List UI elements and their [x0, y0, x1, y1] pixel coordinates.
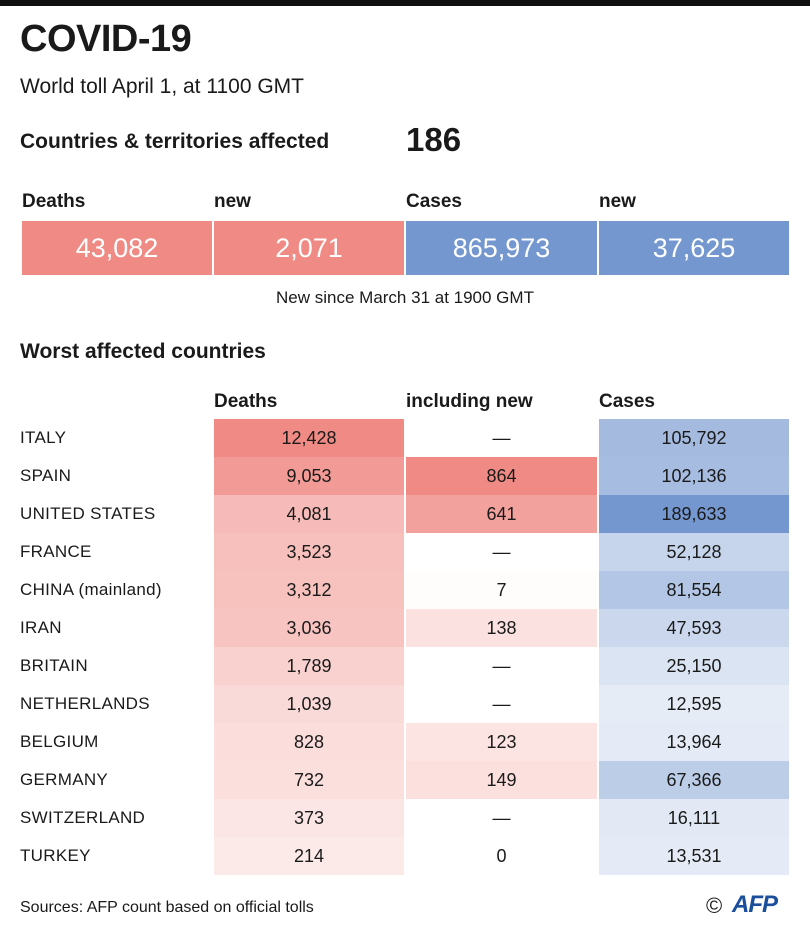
cases-cell: 25,150: [599, 647, 789, 685]
country-label: TURKEY: [20, 846, 91, 865]
country-label: ITALY: [20, 428, 67, 447]
deaths-cell: 828: [214, 723, 404, 761]
deaths-cell: 3,312: [214, 571, 404, 609]
country-label: UNITED STATES: [20, 504, 156, 523]
country-label: NETHERLANDS: [20, 694, 150, 713]
country-label: BRITAIN: [20, 656, 88, 675]
new-deaths-cell: —: [406, 647, 597, 685]
cases-cell: 16,111: [599, 799, 789, 837]
countries-affected-label: Countries & territories affected: [20, 130, 330, 153]
cases-cell: 189,633: [599, 495, 789, 533]
kpi-new-deaths-value: 2,071: [214, 221, 404, 275]
new-deaths-cell: —: [406, 533, 597, 571]
cases-cell: 12,595: [599, 685, 789, 723]
deaths-cell: 9,053: [214, 457, 404, 495]
column-header-cases: Cases: [599, 391, 655, 412]
cases-cell: 105,792: [599, 419, 789, 457]
kpi-note: New since March 31 at 1900 GMT: [276, 288, 534, 307]
kpi-deaths-value: 43,082: [22, 221, 212, 275]
country-label: BELGIUM: [20, 732, 99, 751]
new-deaths-cell: 0: [406, 837, 597, 875]
kpi-new-cases-value: 37,625: [599, 221, 789, 275]
kpi-cases-value: 865,973: [406, 221, 597, 275]
deaths-cell: 12,428: [214, 419, 404, 457]
afp-logo: AFP: [732, 891, 778, 918]
deaths-cell: 3,036: [214, 609, 404, 647]
country-label: FRANCE: [20, 542, 92, 561]
countries-affected-value: 186: [406, 121, 462, 158]
new-deaths-cell: 123: [406, 723, 597, 761]
source-note: Sources: AFP count based on official tol…: [20, 899, 314, 916]
cases-cell: 67,366: [599, 761, 789, 799]
new-deaths-cell: 864: [406, 457, 597, 495]
kpi-header-new-cases: new: [599, 191, 636, 212]
new-deaths-cell: 149: [406, 761, 597, 799]
column-header-deaths: Deaths: [214, 391, 278, 412]
top-rule: [0, 0, 810, 6]
deaths-cell: 4,081: [214, 495, 404, 533]
deaths-cell: 214: [214, 837, 404, 875]
cases-cell: 102,136: [599, 457, 789, 495]
kpi-header-cases: Cases: [406, 191, 462, 212]
chart-title: COVID-19: [20, 18, 192, 60]
country-label: GERMANY: [20, 770, 109, 789]
country-label: SWITZERLAND: [20, 808, 146, 827]
new-deaths-cell: —: [406, 799, 597, 837]
cases-cell: 13,964: [599, 723, 789, 761]
new-deaths-cell: —: [406, 419, 597, 457]
country-label: CHINA (mainland): [20, 580, 162, 599]
cases-cell: 47,593: [599, 609, 789, 647]
chart-subtitle: World toll April 1, at 1100 GMT: [20, 75, 305, 98]
kpi-header-new-deaths: new: [214, 191, 251, 212]
deaths-cell: 373: [214, 799, 404, 837]
column-header-including-new: including new: [406, 391, 533, 412]
cases-cell: 13,531: [599, 837, 789, 875]
new-deaths-cell: 7: [406, 571, 597, 609]
kpi-header-deaths: Deaths: [22, 191, 86, 212]
new-deaths-cell: 641: [406, 495, 597, 533]
copyright-symbol: ©: [706, 893, 723, 918]
deaths-cell: 1,789: [214, 647, 404, 685]
cases-cell: 52,128: [599, 533, 789, 571]
new-deaths-cell: —: [406, 685, 597, 723]
deaths-cell: 1,039: [214, 685, 404, 723]
deaths-cell: 3,523: [214, 533, 404, 571]
country-label: IRAN: [20, 618, 62, 637]
cases-cell: 81,554: [599, 571, 789, 609]
new-deaths-cell: 138: [406, 609, 597, 647]
table-title: Worst affected countries: [20, 340, 266, 363]
deaths-cell: 732: [214, 761, 404, 799]
country-label: SPAIN: [20, 466, 72, 485]
